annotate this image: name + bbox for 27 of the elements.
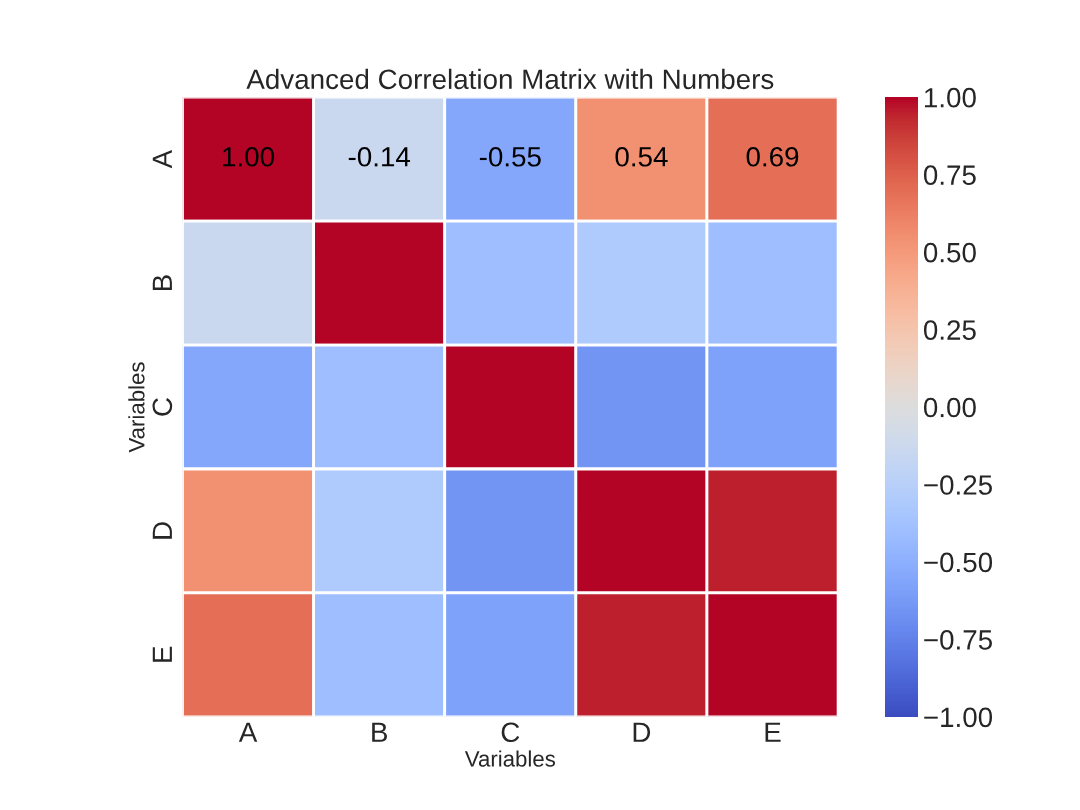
x-tick-label: D — [633, 722, 651, 742]
x-tick-label: E — [765, 722, 781, 742]
color-bar-label: 0.50 — [923, 242, 976, 263]
color-bar-label: 1.00 — [924, 87, 976, 108]
y-axis-title: Variables — [128, 362, 145, 453]
color-bar-label: −0.50 — [924, 552, 993, 573]
data-label: -0.14 — [348, 146, 411, 167]
color-bar-label: 0.75 — [923, 165, 976, 185]
chart-title: Advanced Correlation Matrix with Numbers — [246, 68, 774, 90]
color-bar-label: −0.75 — [924, 630, 992, 650]
y-tick-label: E — [152, 646, 172, 662]
color-bar-label: −1.00 — [924, 707, 993, 728]
x-tick-label: B — [372, 722, 387, 742]
y-tick-label: C — [152, 398, 173, 416]
color-bar-label: −0.25 — [924, 475, 992, 495]
color-bar-label: 0.00 — [923, 397, 976, 418]
data-label: 0.69 — [746, 146, 799, 167]
x-tick-label: C — [501, 722, 520, 743]
y-tick-label: A — [152, 149, 172, 169]
y-tick-label: B — [152, 275, 172, 291]
data-label: -0.55 — [479, 146, 541, 167]
data-label: 0.54 — [615, 146, 668, 167]
x-tick-label: A — [238, 722, 258, 742]
color-bar-label: 0.25 — [923, 320, 976, 340]
data-label: 1.00 — [223, 146, 275, 167]
x-axis-title: Variables — [464, 750, 555, 767]
y-tick-label: D — [152, 522, 172, 539]
